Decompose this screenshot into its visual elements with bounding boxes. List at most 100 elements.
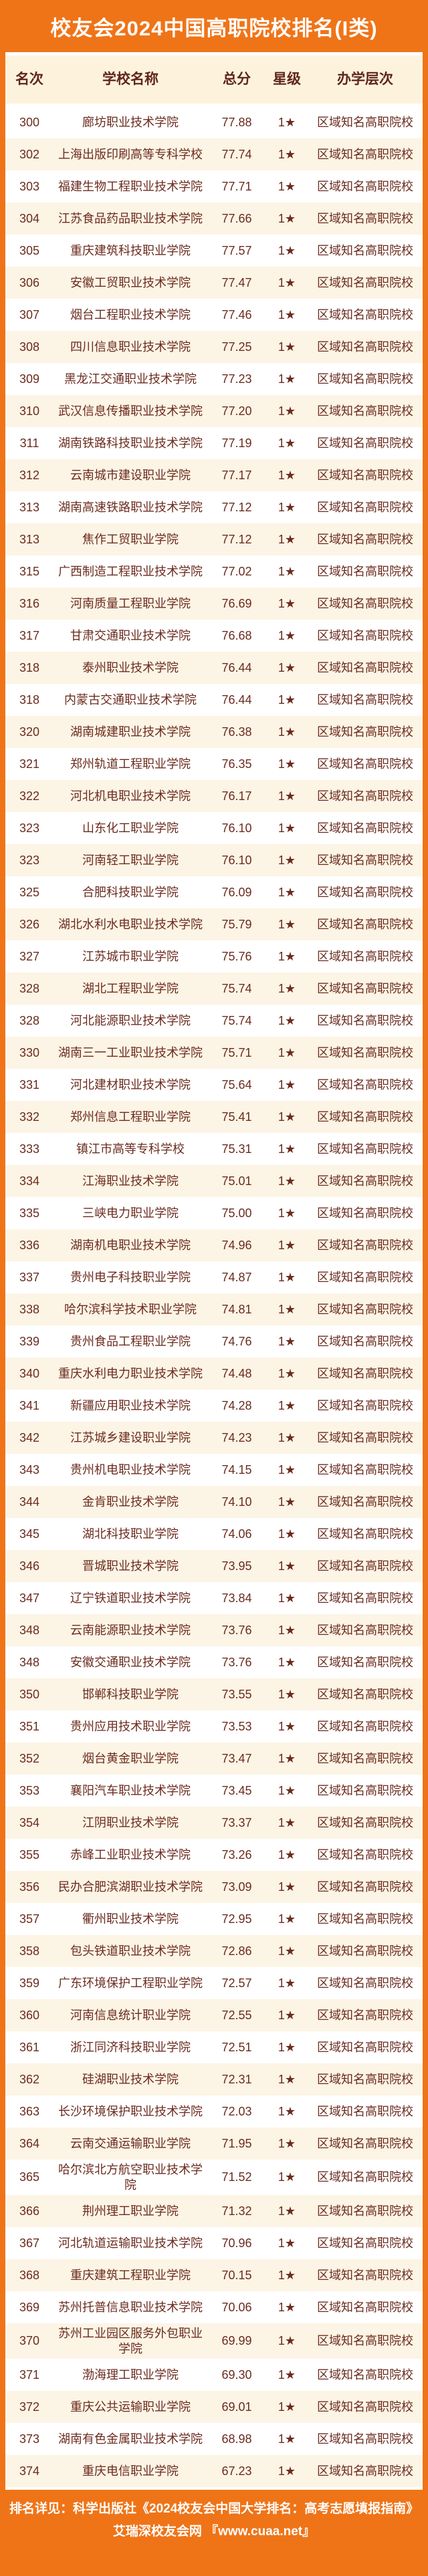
score-cell: 77.66 (221, 211, 252, 225)
star-cell: 1★ (278, 789, 296, 803)
table-row: 325 合肥科技职业学院 76.09 1★ 区域知名高职院校 (5, 876, 423, 908)
star-cell: 1★ (278, 1462, 296, 1476)
school-name-cell: 河北机电职业技术学院 (70, 789, 191, 803)
rank-cell: 370 (19, 2334, 40, 2348)
rank-cell: 372 (19, 2400, 40, 2414)
school-name-cell: 河南质量工程职业学院 (70, 596, 191, 610)
score-cell: 73.84 (221, 1591, 252, 1605)
star-cell: 1★ (278, 917, 296, 931)
star-cell: 1★ (278, 725, 296, 739)
school-name-cell: 荆州理工职业学院 (82, 2204, 179, 2218)
score-cell: 74.76 (221, 1334, 252, 1348)
level-cell: 区域知名高职院校 (317, 725, 413, 739)
rank-cell: 307 (19, 307, 40, 321)
level-cell: 区域知名高职院校 (317, 340, 413, 354)
level-cell: 区域知名高职院校 (317, 1077, 413, 1091)
level-cell: 区域知名高职院校 (317, 2464, 413, 2478)
star-cell: 1★ (278, 1976, 296, 1990)
rank-cell: 303 (19, 179, 40, 193)
table-row: 331 河北建材职业技术学院 75.64 1★ 区域知名高职院校 (5, 1069, 423, 1101)
level-cell: 区域知名高职院校 (317, 1206, 413, 1220)
table-row: 345 湖北科技职业学院 74.06 1★ 区域知名高职院校 (5, 1518, 423, 1550)
level-cell: 区域知名高职院校 (317, 949, 413, 963)
level-cell: 区域知名高职院校 (317, 1559, 413, 1573)
score-cell: 72.57 (221, 1976, 252, 1990)
table-row: 367 河北轨道运输职业技术学院 70.96 1★ 区域知名高职院校 (5, 2227, 423, 2259)
star-cell: 1★ (278, 1527, 296, 1541)
rank-cell: 367 (19, 2236, 40, 2250)
school-name-cell: 合肥科技职业学院 (82, 885, 179, 899)
level-cell: 区域知名高职院校 (317, 1783, 413, 1797)
table-row: 317 甘肃交通职业技术学院 76.68 1★ 区域知名高职院校 (5, 620, 423, 652)
rank-cell: 315 (19, 564, 40, 578)
level-cell: 区域知名高职院校 (317, 789, 413, 803)
level-cell: 区域知名高职院校 (317, 917, 413, 931)
ranking-table: 名次 学校名称 总分 星级 办学层次 300 廊坊职业技术学院 77.88 1★… (5, 52, 423, 2490)
rank-cell: 362 (19, 2072, 40, 2086)
level-cell: 区域知名高职院校 (317, 1430, 413, 1444)
school-name-cell: 四川信息职业技术学院 (70, 340, 191, 354)
table-row: 350 邯郸科技职业学院 73.55 1★ 区域知名高职院校 (5, 1678, 423, 1710)
school-name-cell: 上海出版印刷高等专科学校 (58, 147, 203, 161)
school-name-cell: 浙江同济科技职业学院 (70, 2040, 191, 2054)
level-cell: 区域知名高职院校 (317, 821, 413, 835)
level-cell: 区域知名高职院校 (317, 1462, 413, 1476)
table-row: 313 湖南高速铁路职业技术学院 77.12 1★ 区域知名高职院校 (5, 491, 423, 523)
rank-cell: 331 (19, 1077, 40, 1091)
level-cell: 区域知名高职院校 (317, 1238, 413, 1252)
level-cell: 区域知名高职院校 (317, 211, 413, 225)
table-row: 313 焦作工贸职业学院 77.12 1★ 区域知名高职院校 (5, 523, 423, 555)
star-cell: 1★ (278, 1334, 296, 1348)
school-name-cell: 广西制造工程职业技术学院 (58, 564, 203, 578)
level-cell: 区域知名高职院校 (317, 2204, 413, 2218)
school-name-cell: 重庆水利电力职业技术学院 (58, 1366, 203, 1380)
school-name-cell: 河北轨道运输职业技术学院 (58, 2236, 203, 2250)
table-header-row: 名次 学校名称 总分 星级 办学层次 (5, 55, 423, 104)
column-header-score: 总分 (223, 71, 251, 87)
star-cell: 1★ (278, 1013, 296, 1027)
level-cell: 区域知名高职院校 (317, 275, 413, 289)
school-name-cell: 衢州职业技术学院 (82, 1912, 179, 1926)
school-name-cell: 江海职业技术学院 (82, 1174, 179, 1188)
rank-cell: 363 (19, 2104, 40, 2118)
school-name-cell: 黑龙江交通职业技术学院 (64, 372, 197, 386)
school-name-cell: 内蒙古交通职业技术学院 (64, 692, 197, 706)
rank-cell: 330 (19, 1045, 40, 1059)
table-row: 338 哈尔滨科学技术职业学院 74.81 1★ 区域知名高职院校 (5, 1293, 423, 1325)
rank-cell: 336 (19, 1238, 40, 1252)
level-cell: 区域知名高职院校 (317, 2300, 413, 2314)
score-cell: 75.74 (221, 1013, 252, 1027)
level-cell: 区域知名高职院校 (317, 147, 413, 161)
table-row: 347 辽宁铁道职业技术学院 73.84 1★ 区域知名高职院校 (5, 1582, 423, 1614)
school-name-cell: 三峡电力职业学院 (82, 1206, 179, 1220)
score-cell: 67.23 (221, 2464, 252, 2478)
table-row: 374 重庆电信职业学院 67.23 1★ 区域知名高职院校 (5, 2455, 423, 2487)
school-name-cell: 山东化工职业学院 (82, 821, 179, 835)
level-cell: 区域知名高职院校 (317, 885, 413, 899)
school-name-cell: 湖南机电职业技术学院 (70, 1238, 191, 1252)
star-cell: 1★ (278, 1366, 296, 1380)
star-cell: 1★ (278, 757, 296, 771)
star-cell: 1★ (278, 1591, 296, 1605)
school-name-cell: 硅湖职业技术学院 (82, 2072, 179, 2086)
star-cell: 1★ (278, 211, 296, 225)
score-cell: 70.06 (221, 2300, 252, 2314)
star-cell: 1★ (278, 821, 296, 835)
score-cell: 73.26 (221, 1847, 252, 1861)
table-row: 343 贵州机电职业技术学院 74.15 1★ 区域知名高职院校 (5, 1454, 423, 1486)
score-cell: 74.48 (221, 1366, 252, 1380)
star-cell: 1★ (278, 1270, 296, 1284)
table-row: 310 武汉信息传播职业技术学院 77.20 1★ 区域知名高职院校 (5, 395, 423, 427)
table-row: 339 贵州食品工程职业学院 74.76 1★ 区域知名高职院校 (5, 1325, 423, 1358)
table-row: 364 云南交通运输职业学院 71.95 1★ 区域知名高职院校 (5, 2128, 423, 2160)
score-cell: 73.09 (221, 1880, 252, 1894)
column-header-rank: 名次 (15, 71, 43, 87)
score-cell: 77.47 (221, 275, 252, 289)
rank-cell: 348 (19, 1655, 40, 1669)
score-cell: 77.02 (221, 564, 252, 578)
star-cell: 1★ (278, 1398, 296, 1412)
score-cell: 71.32 (221, 2204, 252, 2218)
rank-cell: 333 (19, 1142, 40, 1156)
star-cell: 1★ (278, 949, 296, 963)
